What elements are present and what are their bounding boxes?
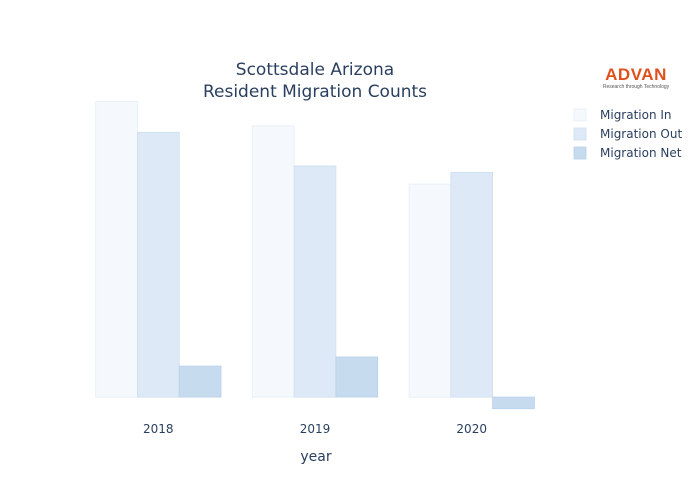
legend-swatch[interactable] [573, 146, 587, 160]
legend-item-migration-in[interactable]: Migration In [573, 108, 672, 122]
chart-title: Scottsdale Arizona Resident Migration Co… [203, 60, 427, 102]
advan-logo: ADVAN Research through Technology [597, 66, 675, 94]
legend-item-migration-out[interactable]: Migration Out [573, 127, 682, 141]
bar-migration-in-2018[interactable] [95, 100, 138, 398]
legend-label[interactable]: Migration Net [600, 146, 682, 160]
bars-layer [95, 100, 535, 410]
chart-title-line-1: Scottsdale Arizona [236, 60, 394, 80]
bar-migration-out-2018[interactable] [136, 131, 180, 398]
chart-title-line-2: Resident Migration Counts [203, 82, 427, 102]
legend-swatch[interactable] [573, 108, 587, 122]
bar-migration-net-2020[interactable] [492, 396, 535, 410]
legend-item-migration-net[interactable]: Migration Net [573, 146, 682, 160]
bar-migration-out-2019[interactable] [293, 165, 337, 398]
bar-migration-net-2019[interactable] [335, 356, 379, 398]
x-tick-label: 2018 [143, 422, 174, 436]
x-tick-labels: 2018 2019 2020 [143, 422, 487, 436]
legend-label[interactable]: Migration Out [600, 127, 682, 141]
logo-wordmark: ADVAN [605, 65, 667, 84]
legend-swatch[interactable] [573, 127, 587, 141]
legend-label[interactable]: Migration In [600, 108, 672, 122]
logo-tagline: Research through Technology [602, 84, 670, 90]
bar-migration-net-2018[interactable] [178, 365, 222, 398]
bar-migration-out-2020[interactable] [450, 171, 493, 398]
x-axis-title: year [300, 449, 331, 465]
bar-migration-in-2020[interactable] [408, 183, 452, 398]
bar-migration-in-2019[interactable] [251, 125, 295, 398]
x-tick-label: 2020 [456, 422, 487, 436]
x-tick-label: 2019 [300, 422, 331, 436]
legend[interactable]: Migration In Migration Out Migration Net [573, 108, 682, 160]
